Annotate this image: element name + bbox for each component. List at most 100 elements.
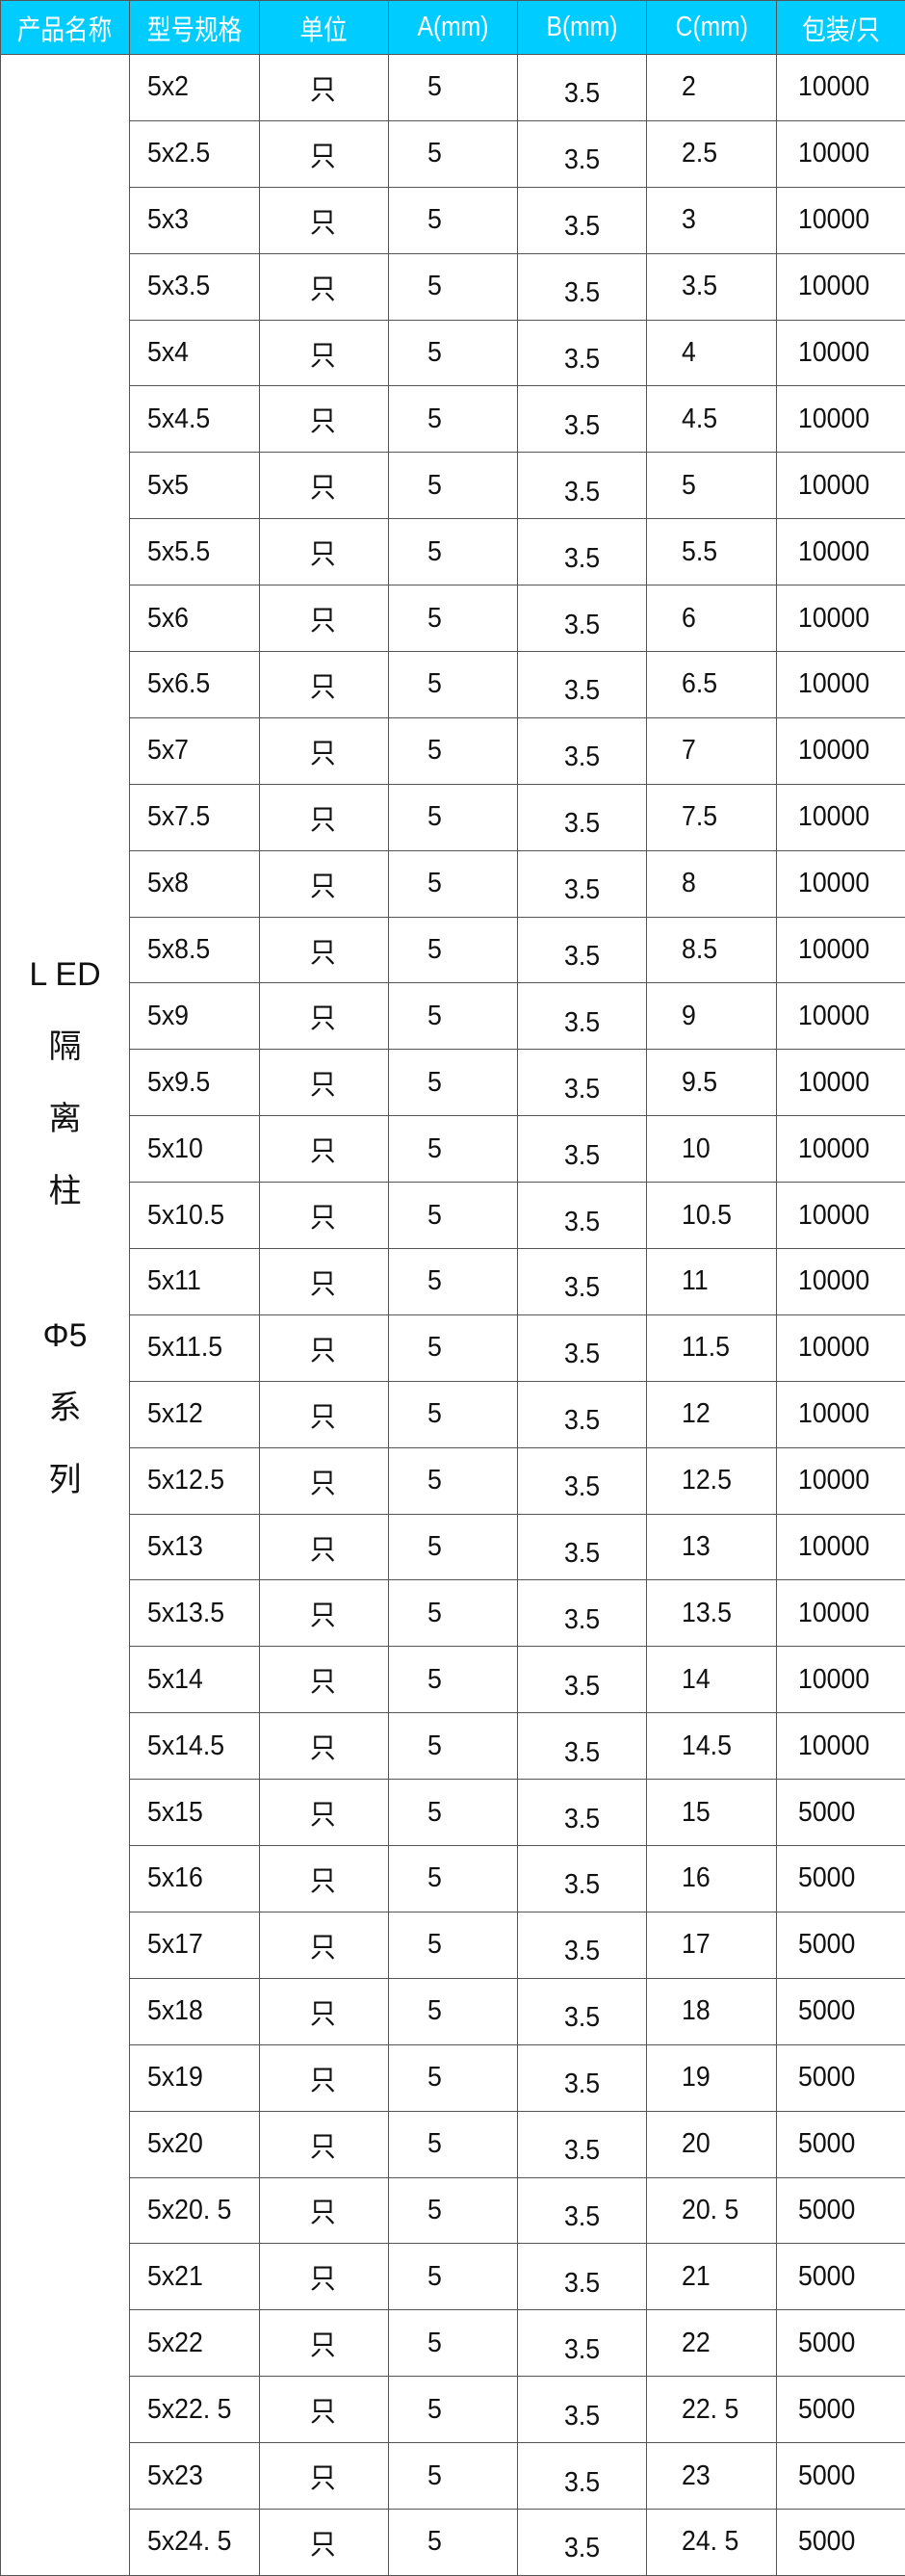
model-spec-cell: 5x16 xyxy=(130,1846,260,1912)
c-mm-cell: 20. 5 xyxy=(647,2177,777,2244)
a-mm-cell: 5 xyxy=(389,1314,518,1381)
cell-value: 14.5 xyxy=(682,1730,732,1762)
model-spec-cell: 5x18 xyxy=(130,1978,260,2044)
c-mm-cell: 14 xyxy=(647,1647,777,1713)
cell-value: 5x19 xyxy=(147,2062,203,2094)
cell-value: 5x12 xyxy=(147,1398,203,1430)
cell-value: 只 xyxy=(310,664,336,705)
unit-cell: 只 xyxy=(260,983,389,1050)
model-spec-cell: 5x12 xyxy=(130,1381,260,1447)
packaging-cell: 10000 xyxy=(777,187,905,253)
unit-cell: 只 xyxy=(260,1381,389,1447)
cell-value: 5x20. 5 xyxy=(147,2195,232,2226)
cell-value: 只 xyxy=(310,267,336,307)
cell-value: 10000 xyxy=(798,536,869,568)
cell-value: 8.5 xyxy=(682,934,717,966)
cell-value: 5 xyxy=(427,2195,442,2226)
unit-cell: 只 xyxy=(260,2044,389,2111)
cell-value: 7 xyxy=(682,735,696,767)
cell-value: 3.5 xyxy=(564,2069,600,2100)
cell-value: 5x16 xyxy=(147,1862,203,1894)
cell-value: 5x3 xyxy=(147,204,189,236)
cell-value: 5000 xyxy=(798,2062,855,2094)
cell-value: 5 xyxy=(427,735,442,767)
cell-value: 12.5 xyxy=(682,1465,732,1496)
c-mm-cell: 13 xyxy=(647,1514,777,1580)
unit-cell: 只 xyxy=(260,1647,389,1713)
cell-value: 5 xyxy=(427,403,442,435)
a-mm-cell: 5 xyxy=(389,55,518,121)
b-mm-cell: 3.5 xyxy=(518,917,647,983)
packaging-cell: 5000 xyxy=(777,2044,905,2111)
packaging-cell: 10000 xyxy=(777,983,905,1050)
a-mm-cell: 5 xyxy=(389,2377,518,2443)
cell-value: 10000 xyxy=(798,470,869,502)
a-mm-cell: 5 xyxy=(389,1846,518,1912)
cell-value: 5.5 xyxy=(682,536,717,568)
cell-value: 5000 xyxy=(798,2328,855,2359)
cell-value: 只 xyxy=(310,1129,336,1169)
packaging-cell: 5000 xyxy=(777,1846,905,1912)
cell-value: 5 xyxy=(427,1133,442,1165)
unit-cell: 只 xyxy=(260,386,389,453)
c-mm-cell: 22. 5 xyxy=(647,2377,777,2443)
header-product-name: 产品名称 xyxy=(1,1,130,55)
model-spec-cell: 5x22. 5 xyxy=(130,2377,260,2443)
product-name-line: 离 xyxy=(1,1083,129,1156)
cell-value: 3.5 xyxy=(564,1140,600,1172)
c-mm-cell: 5 xyxy=(647,453,777,519)
cell-value: 5 xyxy=(682,470,696,502)
cell-value: 12 xyxy=(682,1398,711,1430)
packaging-cell: 5000 xyxy=(777,2509,905,2575)
b-mm-cell: 3.5 xyxy=(518,1116,647,1183)
cell-value: 5x12.5 xyxy=(147,1465,224,1496)
b-mm-cell: 3.5 xyxy=(518,2509,647,2575)
c-mm-cell: 10 xyxy=(647,1116,777,1183)
cell-value: 只 xyxy=(310,2256,336,2297)
cell-value: 只 xyxy=(310,1461,336,1501)
cell-value: 3.5 xyxy=(564,2201,600,2233)
a-mm-cell: 5 xyxy=(389,2044,518,2111)
a-mm-cell: 5 xyxy=(389,2244,518,2310)
b-mm-cell: 3.5 xyxy=(518,850,647,917)
product-name-line xyxy=(1,1228,129,1300)
model-spec-cell: 5x9.5 xyxy=(130,1050,260,1116)
cell-value: 只 xyxy=(310,333,336,374)
cell-value: 4.5 xyxy=(682,403,717,435)
b-mm-cell: 3.5 xyxy=(518,983,647,1050)
a-mm-cell: 5 xyxy=(389,1116,518,1183)
cell-value: 5 xyxy=(427,271,442,302)
b-mm-cell: 3.5 xyxy=(518,585,647,652)
cell-value: 5 xyxy=(427,1398,442,1430)
cell-value: 3.5 xyxy=(564,211,600,243)
cell-value: 5x9 xyxy=(147,1001,189,1032)
packaging-cell: 10000 xyxy=(777,917,905,983)
a-mm-cell: 5 xyxy=(389,2509,518,2575)
cell-value: 10000 xyxy=(798,1465,869,1496)
cell-value: 9 xyxy=(682,1001,696,1032)
model-spec-cell: 5x3.5 xyxy=(130,253,260,320)
c-mm-cell: 11.5 xyxy=(647,1314,777,1381)
cell-value: 3.5 xyxy=(564,1007,600,1039)
b-mm-cell: 3.5 xyxy=(518,1183,647,1249)
header-a-mm: A(mm) xyxy=(389,1,518,55)
c-mm-cell: 16 xyxy=(647,1846,777,1912)
unit-cell: 只 xyxy=(260,1978,389,2044)
header-label: 型号规格 xyxy=(147,8,243,48)
packaging-cell: 5000 xyxy=(777,1978,905,2044)
cell-value: 8 xyxy=(682,868,696,899)
a-mm-cell: 5 xyxy=(389,2310,518,2377)
cell-value: 只 xyxy=(310,1991,336,2032)
cell-value: 5000 xyxy=(798,1929,855,1961)
cell-value: 5 xyxy=(427,603,442,635)
cell-value: 5 xyxy=(427,2128,442,2160)
model-spec-cell: 5x2 xyxy=(130,55,260,121)
cell-value: 只 xyxy=(310,1195,336,1236)
